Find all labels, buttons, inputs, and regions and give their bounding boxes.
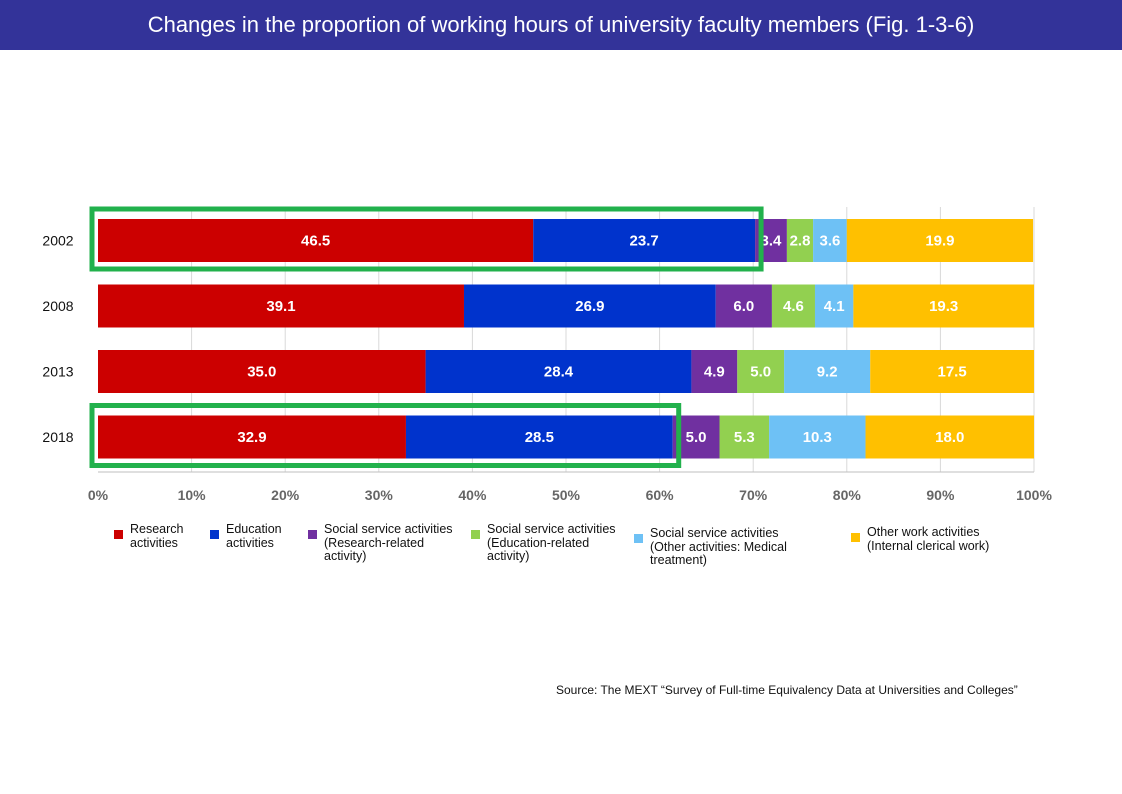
y-category-label: 2002	[42, 233, 73, 249]
x-tick-label: 0%	[88, 487, 109, 503]
data-label: 5.3	[734, 429, 755, 446]
bar-segment	[846, 219, 1034, 262]
bar-segment	[405, 415, 673, 459]
highlight-box	[89, 403, 682, 468]
x-tick-label: 50%	[552, 487, 581, 503]
legend-label-research: Research activities	[130, 522, 184, 550]
x-tick-label: 70%	[739, 487, 768, 503]
legend-item-other-work: Other work activities (Internal clerical …	[851, 525, 990, 553]
bar-segment	[719, 415, 770, 459]
x-tick-label: 30%	[365, 487, 394, 503]
y-category-label: 2018	[42, 429, 73, 445]
bar-segment	[98, 219, 534, 262]
x-tick-label: 100%	[1016, 487, 1052, 503]
legend-item-social-education: Social service activities (Education-rela…	[471, 522, 616, 564]
legend-item-research: Research activities	[114, 522, 184, 550]
page-title: Changes in the proportion of working hou…	[147, 12, 975, 37]
y-category-label: 2013	[42, 364, 73, 380]
bar-segment	[715, 284, 772, 328]
legend-label-other-work: Other work activities (Internal clerical …	[867, 525, 990, 553]
bar-segment	[771, 284, 815, 328]
x-tick-label: 20%	[271, 487, 300, 503]
data-label: 32.9	[237, 429, 266, 446]
bar-segment	[786, 219, 814, 262]
legend-swatch-social-education	[471, 530, 480, 539]
bar-segment	[814, 284, 854, 328]
bar-segment	[784, 350, 871, 393]
legend-label-education: Education activities	[226, 522, 282, 550]
bar-segment	[737, 350, 785, 393]
data-label: 5.0	[686, 429, 707, 446]
data-label: 10.3	[803, 429, 832, 446]
source-note: Source: The MEXT “Survey of Full-time Eq…	[556, 683, 1018, 697]
data-label: 17.5	[937, 364, 966, 381]
bar-segment	[98, 284, 464, 328]
highlight-box	[89, 206, 764, 272]
legend-label-social-other: Social service activities (Other activiti…	[650, 526, 787, 567]
data-label: 18.0	[935, 429, 964, 446]
bar-segment	[870, 350, 1034, 393]
legend-swatch-social-research	[308, 530, 317, 539]
data-label: 5.0	[750, 364, 771, 381]
data-label: 6.0	[733, 298, 754, 315]
x-tick-label: 90%	[926, 487, 955, 503]
bar-segment	[425, 350, 692, 393]
data-label: 28.5	[525, 429, 554, 446]
y-category-label: 2008	[42, 298, 73, 314]
data-label: 19.9	[925, 233, 954, 250]
bar-segment	[98, 350, 426, 393]
x-tick-label: 40%	[458, 487, 487, 503]
legend-label-social-education: Social service activities (Education-rela…	[487, 522, 616, 563]
legend-swatch-education	[210, 530, 219, 539]
bar-segment	[853, 284, 1034, 328]
data-label: 2.8	[790, 233, 811, 250]
legend-swatch-research	[114, 530, 123, 539]
data-label: 3.6	[820, 233, 841, 250]
data-label: 4.9	[704, 364, 725, 381]
data-label: 26.9	[575, 298, 604, 315]
bar-segment	[769, 415, 866, 459]
data-label: 9.2	[817, 364, 838, 381]
legend-label-social-research: Social service activities (Research-relat…	[324, 522, 453, 563]
legend-swatch-social-other	[634, 534, 643, 543]
bar-segment	[463, 284, 716, 328]
bar-segment	[865, 415, 1034, 459]
data-label: 39.1	[266, 298, 295, 315]
stacked-bar-chart: 0% 10% 20% 30% 40% 50% 60% 70% 80% 90% 100% 2002 46.…	[42, 206, 1052, 503]
bar-segment	[533, 219, 756, 262]
data-label: 35.0	[247, 364, 276, 381]
legend-swatch-other-work	[851, 533, 860, 542]
x-tick-label: 80%	[833, 487, 862, 503]
bar-segment	[98, 415, 406, 459]
legend-item-social-research: Social service activities (Research-relat…	[308, 522, 453, 564]
data-label: 4.6	[783, 298, 804, 315]
legend-item-education: Education activities	[210, 522, 282, 550]
data-label: 28.4	[544, 364, 574, 381]
bar-segment	[813, 219, 847, 262]
legend-item-social-other: Social service activities (Other activiti…	[634, 526, 787, 568]
data-label: 46.5	[301, 233, 330, 250]
data-label: 3.4	[761, 233, 783, 250]
bar-segment	[691, 350, 738, 393]
x-tick-label: 10%	[178, 487, 207, 503]
data-label: 23.7	[630, 233, 659, 250]
title-bar: Changes in the proportion of working hou…	[0, 0, 1122, 50]
data-label: 4.1	[824, 298, 845, 315]
x-tick-label: 60%	[646, 487, 675, 503]
data-label: 19.3	[929, 298, 958, 315]
